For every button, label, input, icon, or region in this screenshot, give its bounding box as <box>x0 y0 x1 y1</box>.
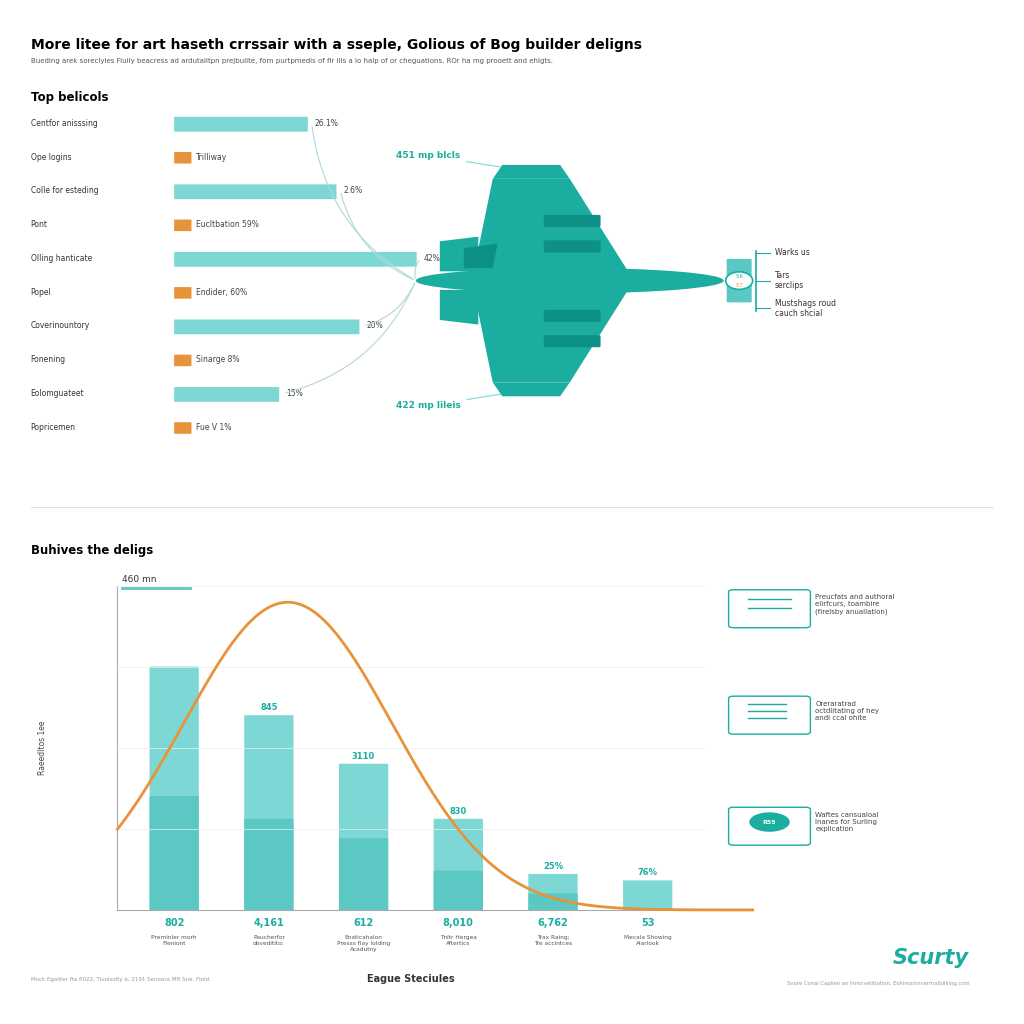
Text: 830: 830 <box>450 807 467 815</box>
FancyBboxPatch shape <box>174 117 308 132</box>
Ellipse shape <box>750 812 790 831</box>
FancyBboxPatch shape <box>174 422 191 434</box>
Text: Oreraratrad
octdlitating of hey
andl ccal ohite: Oreraratrad octdlitating of hey andl cca… <box>815 701 880 721</box>
Text: 845: 845 <box>260 702 278 712</box>
Text: Eolomguateet: Eolomguateet <box>31 389 84 398</box>
FancyBboxPatch shape <box>174 354 191 367</box>
FancyBboxPatch shape <box>433 870 483 910</box>
Text: 42%: 42% <box>424 254 440 263</box>
FancyBboxPatch shape <box>623 881 673 910</box>
Text: Centfor anisssing: Centfor anisssing <box>31 119 97 128</box>
FancyBboxPatch shape <box>528 873 578 910</box>
Text: 76%: 76% <box>638 868 657 878</box>
Text: 15%: 15% <box>286 389 303 398</box>
Text: Warks us: Warks us <box>775 249 810 257</box>
Text: Eague Steciules: Eague Steciules <box>368 974 455 984</box>
FancyBboxPatch shape <box>174 184 337 199</box>
Text: Tars
serclips: Tars serclips <box>775 271 804 291</box>
Text: Tnitr Hergea
Aftertics: Tnitr Hergea Aftertics <box>440 936 477 946</box>
Text: Scurty: Scurty <box>893 948 969 968</box>
Text: Coverinountory: Coverinountory <box>31 322 90 331</box>
Text: Trilliway: Trilliway <box>197 153 227 162</box>
Text: 8,010: 8,010 <box>442 919 474 929</box>
FancyBboxPatch shape <box>174 287 191 299</box>
FancyBboxPatch shape <box>729 807 810 845</box>
Text: Ope logins: Ope logins <box>31 153 72 162</box>
FancyBboxPatch shape <box>544 215 600 227</box>
Text: Paucherfor
obveditito;: Paucherfor obveditito; <box>253 936 285 946</box>
FancyBboxPatch shape <box>245 715 294 910</box>
FancyBboxPatch shape <box>174 252 417 266</box>
Text: Fue V 1%: Fue V 1% <box>197 423 231 432</box>
Text: More litee for art haseth crrssair with a sseple, Golious of Bog builder deligns: More litee for art haseth crrssair with … <box>31 38 642 51</box>
FancyBboxPatch shape <box>174 387 280 401</box>
Text: 460 mn: 460 mn <box>122 574 157 584</box>
Text: 3110: 3110 <box>352 752 375 761</box>
Text: Colle for esteding: Colle for esteding <box>31 186 98 196</box>
Text: Top belicols: Top belicols <box>31 91 109 103</box>
Polygon shape <box>473 179 628 272</box>
Text: R55: R55 <box>763 819 776 824</box>
Text: Pont: Pont <box>31 220 48 229</box>
Text: Sinarge 8%: Sinarge 8% <box>197 355 240 365</box>
Text: Olling hanticate: Olling hanticate <box>31 254 92 263</box>
Text: Fonening: Fonening <box>31 355 66 365</box>
Text: 25%: 25% <box>543 861 563 870</box>
Polygon shape <box>440 237 478 271</box>
Text: 53: 53 <box>641 919 654 929</box>
Text: Mecala Showing
Aiarlook: Mecala Showing Aiarlook <box>624 936 672 946</box>
FancyBboxPatch shape <box>729 590 810 628</box>
Text: Enaticahalon
Presss flay lolding
Acadutny: Enaticahalon Presss flay lolding Acadutn… <box>337 936 390 952</box>
Text: 5.6: 5.6 <box>735 274 743 280</box>
Text: Popricemen: Popricemen <box>31 423 76 432</box>
Text: Popel: Popel <box>31 288 51 297</box>
Text: 2.6%: 2.6% <box>343 186 362 196</box>
Text: 612: 612 <box>353 919 374 929</box>
Polygon shape <box>464 244 498 268</box>
Text: 802: 802 <box>164 919 184 929</box>
Text: 4,161: 4,161 <box>254 919 285 929</box>
Text: 5.7: 5.7 <box>735 283 743 288</box>
Text: 422 mp lileis: 422 mp lileis <box>396 390 528 410</box>
Text: Raeedltos 1ee: Raeedltos 1ee <box>38 721 47 775</box>
Text: 451 mp blcls: 451 mp blcls <box>396 152 528 171</box>
FancyBboxPatch shape <box>729 696 810 734</box>
Text: Waftes cansualoal
Inanes for Surling
explication: Waftes cansualoal Inanes for Surling exp… <box>815 812 879 833</box>
FancyBboxPatch shape <box>544 335 600 347</box>
FancyBboxPatch shape <box>528 893 578 910</box>
FancyBboxPatch shape <box>150 796 199 910</box>
FancyBboxPatch shape <box>174 152 191 164</box>
Text: Mock Egoliter fta fl022, Tiuolsolty b, 2191 Senoora Mft Sne, Flold.: Mock Egoliter fta fl022, Tiuolsolty b, 2… <box>31 977 211 982</box>
FancyBboxPatch shape <box>544 241 600 252</box>
FancyBboxPatch shape <box>174 319 359 334</box>
Text: Eucltbation 59%: Eucltbation 59% <box>197 220 259 229</box>
FancyBboxPatch shape <box>245 819 294 910</box>
Text: Endider, 60%: Endider, 60% <box>197 288 248 297</box>
FancyBboxPatch shape <box>339 839 388 910</box>
Polygon shape <box>473 289 628 382</box>
Polygon shape <box>493 165 569 179</box>
FancyBboxPatch shape <box>174 219 191 231</box>
FancyBboxPatch shape <box>727 259 752 302</box>
Text: 6,762: 6,762 <box>538 919 568 929</box>
Ellipse shape <box>416 268 724 293</box>
FancyBboxPatch shape <box>339 764 388 910</box>
Text: 26.1%: 26.1% <box>314 119 339 128</box>
FancyBboxPatch shape <box>433 819 483 910</box>
FancyBboxPatch shape <box>150 667 199 910</box>
Ellipse shape <box>726 271 753 290</box>
Text: 20%: 20% <box>367 322 383 331</box>
Text: Preucfats and authoral
elirfcurs, toambire
(firelsby anuallation): Preucfats and authoral elirfcurs, toambi… <box>815 594 895 614</box>
Text: Bueding arek soreclyles Fiuily beacress ad ardutalitpn prejbulite, forn purtpmed: Bueding arek soreclyles Fiuily beacress … <box>31 58 553 65</box>
Polygon shape <box>493 382 569 396</box>
Text: Soure Conal Caplieo an Innorveilitation, Eohimsinnvermalbiliiing.com: Soure Conal Caplieo an Innorveilitation,… <box>786 981 969 986</box>
FancyBboxPatch shape <box>544 310 600 322</box>
Polygon shape <box>440 290 478 325</box>
Polygon shape <box>666 272 714 289</box>
Text: Trax Raing;
Tre accintces: Trax Raing; Tre accintces <box>534 936 572 946</box>
Text: Buhives the deligs: Buhives the deligs <box>31 545 153 557</box>
Text: Preminler morh
Fleniont: Preminler morh Fleniont <box>152 936 197 946</box>
Text: Mustshags roud
cauch shcial: Mustshags roud cauch shcial <box>775 299 836 318</box>
